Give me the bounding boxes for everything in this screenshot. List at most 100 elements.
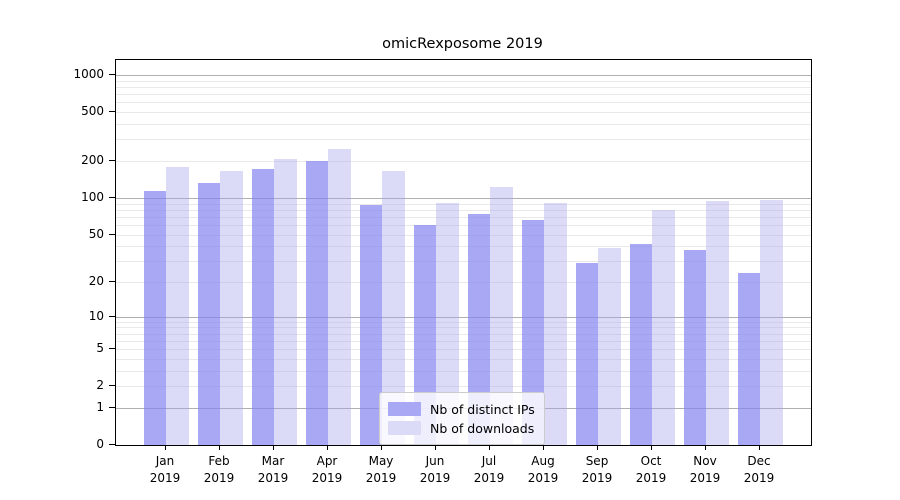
x-tick-label-may: May 2019 [349, 453, 413, 487]
x-tick-year: 2019 [581, 471, 613, 485]
x-tick-month: Feb [208, 454, 230, 468]
x-tick-mark-apr [327, 445, 328, 450]
gridline-2 [116, 386, 811, 388]
y-tick-label-1: 1 [96, 399, 104, 414]
y-tick-mark-200 [109, 160, 115, 161]
y-tick-mark-5 [109, 348, 115, 350]
x-tick-month: Apr [316, 454, 338, 468]
gridline-10 [116, 316, 811, 318]
y-tick-label-10: 10 [88, 308, 104, 323]
x-tick-mark-sep [597, 445, 598, 450]
x-tick-mark-jul [489, 445, 490, 450]
gridline-90 [116, 203, 811, 205]
x-tick-month: Aug [531, 454, 555, 468]
y-tick-label-2: 2 [96, 378, 104, 393]
gridline-60 [116, 224, 811, 226]
gridline-100 [116, 197, 811, 199]
legend-swatch-downloads-icon [388, 421, 421, 435]
x-tick-month: Jul [481, 454, 497, 468]
gridline-20 [116, 282, 811, 283]
bar-distinct-ips-oct [629, 243, 652, 445]
x-tick-year: 2019 [419, 471, 451, 485]
x-tick-year: 2019 [527, 471, 559, 485]
x-tick-mark-feb [219, 445, 220, 450]
gridline-7 [116, 333, 811, 335]
bar-distinct-ips-mar [251, 169, 274, 445]
gridline-80 [116, 209, 811, 211]
x-tick-label-jan: Jan 2019 [133, 453, 197, 487]
x-tick-mark-may [381, 445, 382, 450]
x-tick-mark-dec [759, 445, 760, 450]
x-tick-mark-aug [543, 445, 544, 450]
bar-distinct-ips-apr [305, 161, 328, 445]
bar-downloads-sep [598, 247, 621, 445]
y-tick-label-100: 100 [81, 189, 104, 204]
y-tick-mark-100 [109, 196, 115, 198]
y-tick-mark-20 [109, 281, 115, 282]
legend-label-downloads: Nb of downloads [430, 420, 535, 436]
x-tick-year: 2019 [473, 471, 505, 485]
gridline-9 [116, 321, 811, 323]
x-tick-month: Dec [747, 454, 771, 468]
bar-downloads-mar [274, 159, 297, 445]
bar-distinct-ips-jan [143, 190, 166, 445]
x-tick-year: 2019 [365, 471, 397, 485]
gridline-500 [116, 112, 811, 114]
x-tick-mark-jan [165, 445, 166, 450]
bar-downloads-oct [652, 209, 675, 445]
x-tick-year: 2019 [257, 471, 289, 485]
x-tick-label-aug: Aug 2019 [511, 453, 575, 487]
x-tick-mark-nov [705, 445, 706, 450]
bar-distinct-ips-aug [521, 219, 544, 445]
x-tick-year: 2019 [635, 471, 667, 485]
gridline-40 [116, 246, 811, 248]
gridline-1000 [116, 75, 811, 76]
x-tick-year: 2019 [149, 471, 181, 485]
bar-downloads-jul [490, 186, 513, 445]
bar-downloads-dec [760, 199, 783, 445]
x-tick-label-sep: Sep 2019 [565, 453, 629, 487]
chart-title: omicRexposome 2019 [382, 36, 543, 52]
bar-downloads-may [382, 170, 405, 445]
y-tick-mark-50 [109, 233, 115, 235]
bar-downloads-apr [328, 149, 351, 445]
bar-distinct-ips-nov [683, 250, 706, 445]
x-tick-year: 2019 [743, 471, 775, 485]
x-tick-label-oct: Oct 2019 [619, 453, 683, 487]
legend-label-distinct-ips: Nb of distinct IPs [430, 401, 535, 417]
gridline-400 [116, 124, 811, 125]
legend-swatch-distinct-ips-icon [388, 402, 421, 416]
plot-area: Nb of distinct IPs Nb of downloads [115, 59, 812, 446]
x-tick-mark-jun [435, 445, 436, 450]
y-tick-label-5: 5 [96, 341, 104, 356]
y-tick-mark-2 [109, 385, 115, 387]
bar-downloads-jan [166, 167, 189, 445]
y-tick-label-50: 50 [88, 226, 104, 241]
bar-downloads-nov [706, 201, 729, 445]
bar-distinct-ips-jun [413, 224, 436, 445]
gridline-6 [116, 340, 811, 342]
x-tick-mark-mar [273, 445, 274, 450]
x-tick-mark-oct [651, 445, 652, 450]
y-tick-mark-1000 [109, 74, 115, 75]
x-tick-month: May [368, 454, 394, 468]
gridline-300 [116, 139, 811, 141]
y-tick-mark-10 [109, 315, 115, 317]
x-tick-year: 2019 [203, 471, 235, 485]
bar-distinct-ips-may [359, 204, 382, 445]
gridline-5 [116, 349, 811, 351]
gridline-800 [116, 87, 811, 88]
bar-downloads-aug [544, 202, 567, 445]
gridline-700 [116, 94, 811, 96]
bar-distinct-ips-jul [467, 213, 490, 445]
x-tick-year: 2019 [689, 471, 721, 485]
gridline-900 [116, 80, 811, 82]
legend: Nb of distinct IPs Nb of downloads [379, 392, 545, 445]
y-tick-label-200: 200 [81, 153, 104, 167]
x-tick-label-mar: Mar 2019 [241, 453, 305, 487]
x-tick-year: 2019 [311, 471, 343, 485]
x-tick-month: Jun [425, 454, 445, 468]
y-tick-mark-1 [109, 406, 115, 408]
legend-entry-downloads: Nb of downloads [388, 419, 535, 437]
